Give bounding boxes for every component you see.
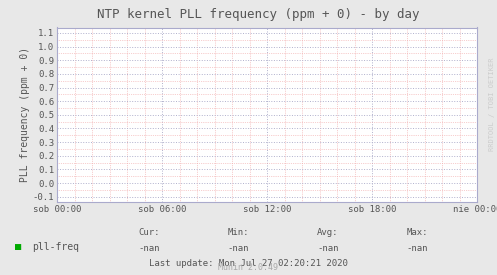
Y-axis label: PLL frequency (ppm + 0): PLL frequency (ppm + 0) (20, 47, 30, 182)
Text: Last update: Mon Jul 27 02:20:21 2020: Last update: Mon Jul 27 02:20:21 2020 (149, 259, 348, 268)
Text: Min:: Min: (228, 228, 249, 237)
Text: Avg:: Avg: (317, 228, 339, 237)
Text: -nan: -nan (407, 244, 428, 253)
Text: NTP kernel PLL frequency (ppm + 0) - by day: NTP kernel PLL frequency (ppm + 0) - by … (97, 8, 419, 21)
Text: Cur:: Cur: (138, 228, 160, 237)
Text: Max:: Max: (407, 228, 428, 237)
Text: -nan: -nan (317, 244, 339, 253)
Text: RRDTOOL / TOBI OETIKER: RRDTOOL / TOBI OETIKER (489, 58, 495, 151)
Text: Munin 2.0.49: Munin 2.0.49 (219, 263, 278, 272)
Text: ■: ■ (15, 243, 21, 252)
Text: pll-freq: pll-freq (32, 243, 80, 252)
Text: -nan: -nan (138, 244, 160, 253)
Text: -nan: -nan (228, 244, 249, 253)
